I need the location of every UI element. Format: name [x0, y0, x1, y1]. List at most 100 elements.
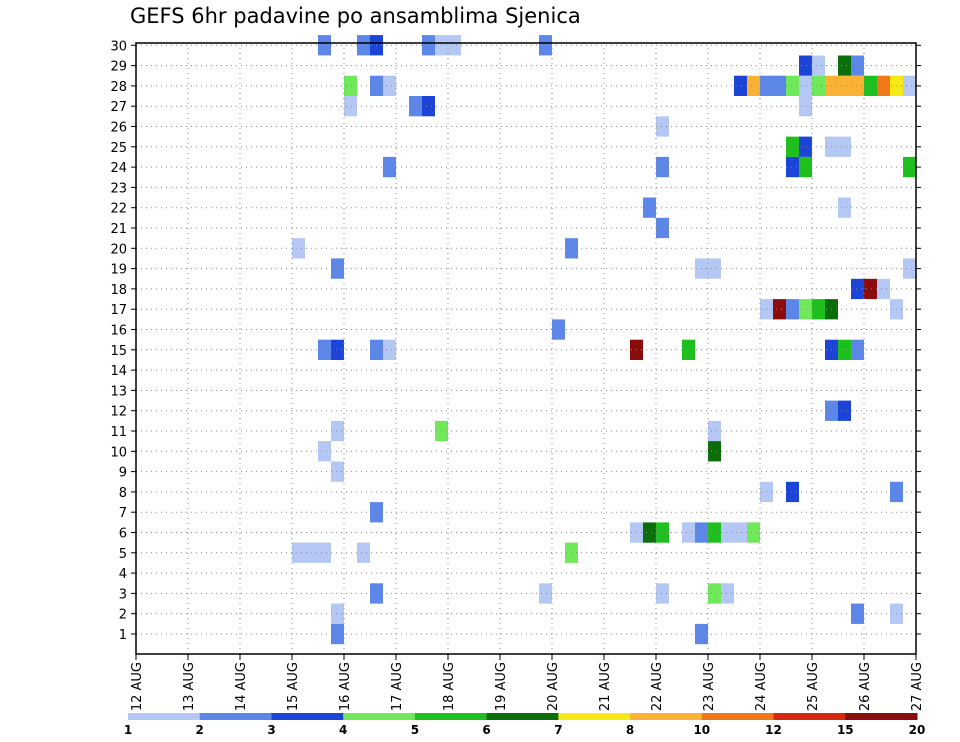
- precip-cell: [903, 156, 916, 178]
- legend-label: 3: [267, 723, 275, 737]
- precip-cell: [331, 420, 344, 442]
- precip-cell: [331, 258, 344, 279]
- precip-cell: [643, 197, 656, 218]
- legend-color-swatch: [199, 713, 272, 720]
- precip-cell: [409, 96, 422, 117]
- precip-cell: [331, 603, 344, 624]
- precip-cell: [734, 522, 747, 543]
- precip-cell: [838, 197, 851, 218]
- legend-color-swatch: [486, 713, 559, 720]
- precip-cell: [357, 35, 370, 56]
- precip-cell: [318, 542, 331, 563]
- y-tick-label: 7: [119, 506, 127, 521]
- y-tick-label: 24: [110, 161, 127, 176]
- legend-color-swatch: [343, 713, 416, 720]
- precip-cell: [331, 461, 344, 482]
- y-tick-label: 2: [119, 608, 127, 623]
- legend-label: 1: [124, 723, 132, 737]
- precip-cell: [682, 522, 695, 543]
- y-tick-label: 17: [110, 303, 127, 318]
- y-tick-label: 22: [110, 202, 127, 217]
- x-tick-label: 20 AUG: [546, 662, 561, 711]
- y-tick-label: 25: [110, 141, 127, 156]
- y-tick-label: 6: [119, 527, 127, 542]
- x-tick-label: 16 AUG: [338, 662, 353, 711]
- x-tick-label: 27 AUG: [910, 662, 925, 711]
- precip-cell: [812, 299, 825, 320]
- precip-cell: [786, 299, 799, 320]
- y-tick-label: 9: [119, 466, 127, 481]
- legend-color-swatch: [845, 713, 918, 720]
- y-tick-label: 20: [110, 242, 127, 257]
- y-tick-label: 11: [110, 425, 127, 440]
- precip-cell: [448, 35, 461, 56]
- precip-cell: [747, 522, 760, 543]
- x-tick-label: 14 AUG: [234, 662, 249, 711]
- x-tick-label: 18 AUG: [442, 662, 457, 711]
- precip-cell: [721, 522, 734, 543]
- plot-frame: [135, 42, 917, 655]
- x-tick-label: 13 AUG: [182, 662, 197, 711]
- precip-cell: [318, 441, 331, 462]
- precip-cell: [773, 75, 786, 96]
- precip-cell: [786, 75, 799, 96]
- y-tick-label: 26: [110, 121, 127, 136]
- x-tick-label: 24 AUG: [754, 662, 769, 711]
- y-tick-label: 16: [110, 324, 127, 339]
- precip-cell: [786, 156, 799, 178]
- legend-color-swatch: [630, 713, 703, 720]
- precip-cell: [292, 542, 305, 563]
- y-tick-label: 27: [110, 100, 127, 115]
- precip-cell: [708, 522, 721, 543]
- precip-cell: [903, 258, 916, 279]
- y-tick-label: 18: [110, 283, 127, 298]
- precip-cell: [864, 278, 877, 300]
- precip-cell: [656, 116, 669, 137]
- y-tick-label: 19: [110, 263, 127, 278]
- precip-cell: [838, 339, 851, 360]
- precip-cell: [331, 623, 344, 645]
- precip-cell: [877, 75, 890, 96]
- x-tick-label: 25 AUG: [806, 662, 821, 711]
- precip-cell: [539, 583, 552, 604]
- legend-color-swatch: [271, 713, 344, 720]
- chart-title: GEFS 6hr padavine po ansamblima Sjenica: [130, 4, 581, 28]
- precip-cell: [786, 136, 799, 157]
- precip-cell: [708, 258, 721, 279]
- precip-cell: [747, 75, 760, 96]
- y-tick-label: 12: [110, 405, 127, 420]
- precip-cell: [422, 96, 435, 117]
- precip-cell: [318, 35, 331, 56]
- y-tick-label: 23: [110, 181, 127, 196]
- precip-cell: [734, 75, 747, 96]
- precip-cell: [643, 522, 656, 543]
- precip-cell: [851, 75, 864, 96]
- precip-cell: [344, 96, 357, 117]
- y-axis: 1234567891011121314151617181920212223242…: [110, 39, 921, 643]
- precip-cell: [799, 75, 812, 96]
- y-tick-label: 30: [110, 39, 127, 54]
- precip-cell: [656, 583, 669, 604]
- precip-cell: [708, 420, 721, 442]
- precip-cell: [357, 542, 370, 563]
- precip-cell: [656, 156, 669, 178]
- y-tick-label: 13: [110, 384, 127, 399]
- precip-cell: [344, 75, 357, 96]
- precip-cell: [708, 583, 721, 604]
- precip-cell: [292, 238, 305, 259]
- x-tick-label: 17 AUG: [390, 662, 405, 711]
- precip-cell: [812, 75, 825, 96]
- precip-cell: [877, 278, 890, 300]
- precip-cell: [799, 136, 812, 157]
- x-tick-label: 15 AUG: [286, 662, 301, 711]
- y-tick-label: 10: [110, 445, 127, 460]
- precip-cell: [851, 339, 864, 360]
- precip-cell: [838, 400, 851, 421]
- precip-cell: [851, 55, 864, 76]
- precip-cell: [851, 278, 864, 300]
- y-tick-label: 1: [119, 628, 127, 643]
- y-tick-label: 8: [119, 486, 127, 501]
- legend-color-swatch: [414, 713, 488, 720]
- precip-cell: [799, 299, 812, 320]
